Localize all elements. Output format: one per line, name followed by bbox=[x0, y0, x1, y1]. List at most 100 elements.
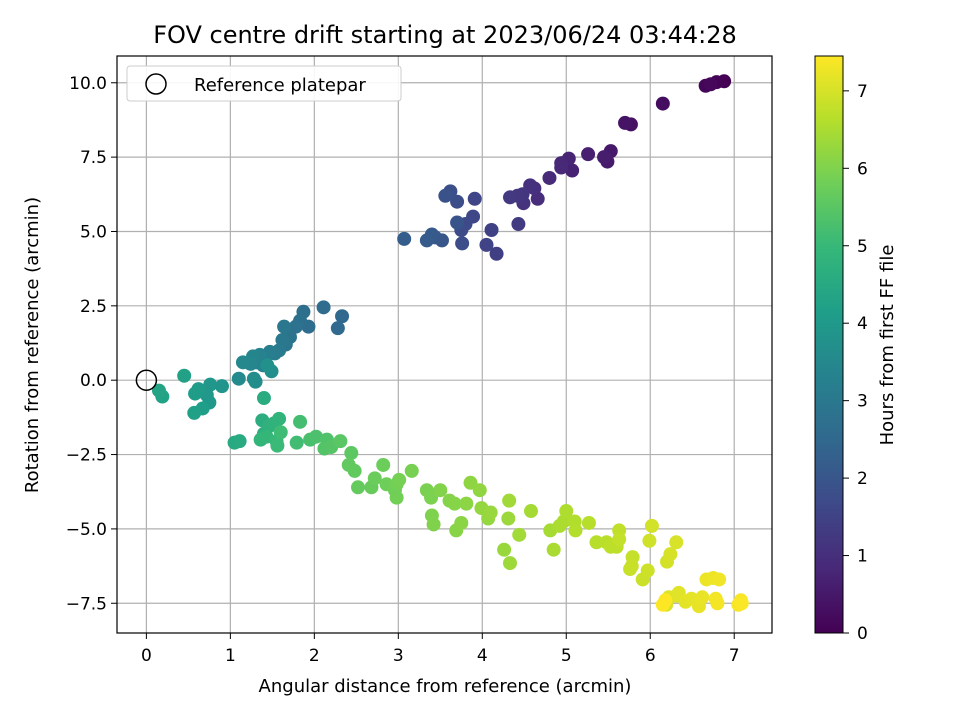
x-tick-label: 1 bbox=[225, 646, 236, 666]
data-point bbox=[559, 504, 574, 519]
data-point bbox=[581, 515, 596, 530]
x-tick-label: 6 bbox=[645, 646, 656, 666]
data-point bbox=[232, 434, 247, 449]
data-point bbox=[256, 391, 271, 406]
colorbar-tick-label: 1 bbox=[857, 547, 868, 567]
data-point bbox=[235, 355, 250, 370]
y-tick-label: −2.5 bbox=[66, 446, 107, 466]
data-point bbox=[309, 429, 324, 444]
data-point bbox=[273, 425, 288, 440]
y-tick-label: 2.5 bbox=[80, 297, 107, 317]
reference-platepar-marker bbox=[135, 369, 158, 391]
y-axis-ticks: −7.5 −5.0 −2.5 0.0 2.5 5.0 7.5 10.0 bbox=[66, 74, 117, 614]
data-point bbox=[734, 596, 749, 611]
data-point bbox=[426, 517, 441, 532]
x-tick-label: 3 bbox=[393, 646, 404, 666]
colorbar-tick-label: 2 bbox=[857, 469, 868, 489]
data-point bbox=[316, 300, 331, 315]
colorbar-tick-label: 6 bbox=[857, 159, 868, 179]
data-point bbox=[288, 319, 303, 334]
colorbar bbox=[814, 55, 844, 634]
data-point bbox=[455, 236, 470, 251]
legend-box bbox=[126, 65, 402, 102]
data-point bbox=[523, 504, 538, 519]
legend-label: Reference platepar bbox=[194, 75, 366, 96]
data-point bbox=[597, 150, 612, 165]
data-point bbox=[177, 368, 192, 383]
grid-lines bbox=[117, 56, 772, 633]
data-points bbox=[151, 74, 749, 614]
data-point bbox=[489, 246, 504, 261]
data-point bbox=[438, 188, 453, 203]
data-point bbox=[663, 547, 678, 562]
data-point bbox=[565, 163, 580, 178]
data-point bbox=[330, 321, 345, 336]
data-point bbox=[542, 170, 557, 185]
data-point bbox=[503, 190, 517, 205]
data-point bbox=[392, 472, 407, 487]
data-point bbox=[397, 231, 412, 246]
data-point bbox=[187, 405, 202, 420]
y-tick-label: −5.0 bbox=[66, 520, 107, 540]
legend-open-circle-icon bbox=[145, 73, 167, 95]
data-point bbox=[612, 532, 627, 547]
y-tick-label: 10.0 bbox=[69, 74, 107, 94]
data-point bbox=[501, 511, 516, 526]
data-point bbox=[333, 434, 348, 449]
legend: Reference platepar bbox=[126, 65, 402, 102]
colorbar-label: Hours from first FF file bbox=[877, 245, 898, 446]
data-point bbox=[404, 463, 419, 478]
data-point bbox=[710, 596, 725, 611]
data-point bbox=[497, 542, 512, 557]
data-point bbox=[293, 414, 308, 429]
data-point bbox=[511, 217, 526, 232]
y-axis-label: Rotation from reference (arcmin) bbox=[22, 197, 43, 493]
y-tick-label: 5.0 bbox=[80, 222, 107, 242]
data-point bbox=[289, 435, 304, 450]
data-point bbox=[568, 523, 583, 538]
colorbar-ticks: 0 1 2 3 4 5 6 7 bbox=[843, 82, 868, 644]
data-point bbox=[260, 358, 275, 373]
data-point bbox=[419, 233, 434, 248]
data-point bbox=[214, 379, 229, 394]
data-point bbox=[512, 527, 527, 542]
data-point bbox=[472, 483, 487, 498]
data-point bbox=[484, 222, 499, 237]
x-tick-label: 2 bbox=[309, 646, 320, 666]
colorbar-tick-label: 4 bbox=[857, 314, 868, 334]
colorbar-tick-label: 0 bbox=[857, 624, 868, 644]
data-point bbox=[644, 518, 659, 533]
data-point bbox=[695, 590, 710, 605]
colorbar-tick-label: 5 bbox=[857, 237, 868, 257]
data-point bbox=[347, 463, 362, 478]
data-point bbox=[589, 535, 604, 550]
data-point bbox=[248, 374, 263, 389]
y-tick-label: 7.5 bbox=[80, 148, 107, 168]
data-point bbox=[546, 542, 561, 557]
colorbar-tick-label: 3 bbox=[857, 392, 868, 412]
plot-frame bbox=[116, 55, 773, 634]
data-point bbox=[272, 411, 287, 426]
data-point bbox=[503, 556, 517, 571]
data-point bbox=[459, 496, 474, 511]
data-point bbox=[389, 490, 404, 505]
data-point bbox=[450, 194, 465, 209]
data-point bbox=[618, 115, 633, 130]
data-point bbox=[642, 533, 657, 548]
data-point bbox=[151, 383, 166, 398]
x-axis-ticks: 0 1 2 3 4 5 6 7 bbox=[141, 633, 740, 666]
colorbar-tick-label: 7 bbox=[857, 82, 868, 102]
data-point bbox=[669, 535, 684, 550]
x-tick-label: 0 bbox=[141, 646, 152, 666]
data-point bbox=[270, 438, 285, 453]
data-point bbox=[502, 493, 517, 508]
data-point bbox=[188, 386, 203, 401]
data-point bbox=[624, 559, 639, 574]
data-point bbox=[703, 77, 718, 92]
x-axis-label: Angular distance from reference (arcmin) bbox=[259, 676, 632, 697]
data-point bbox=[454, 515, 469, 530]
x-tick-label: 7 bbox=[729, 646, 740, 666]
data-point bbox=[367, 471, 382, 486]
